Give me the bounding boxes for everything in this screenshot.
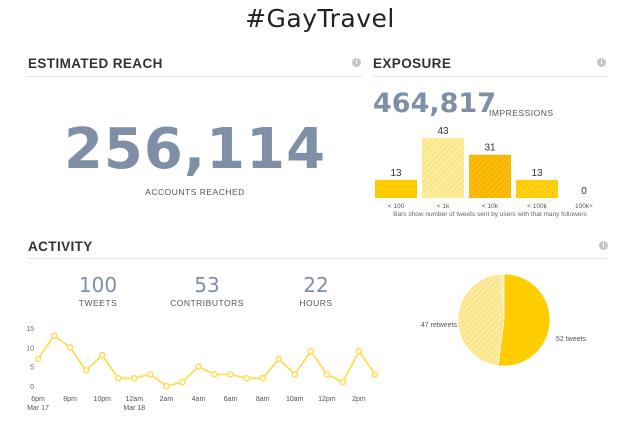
exposure-caption: IMPRESSIONS	[489, 108, 554, 118]
x-tick-label: 10pm	[93, 396, 111, 403]
activity-point	[243, 374, 250, 382]
activity-point	[275, 355, 283, 363]
activity-point	[195, 363, 202, 371]
reach-value: 256,114	[63, 117, 327, 182]
exposure-bar-value: 0	[581, 186, 587, 197]
activity-point	[339, 378, 347, 386]
stat-tweets-value: 100	[78, 273, 118, 297]
exposure-bar	[516, 179, 558, 198]
exposure-heading: EXPOSURE	[373, 56, 452, 71]
pie-slice	[457, 273, 505, 366]
x-tick-label: 10am	[286, 396, 304, 403]
activity-line-chart: 0 5 10 15 6pm Mar 17 8pm 10pm 12am Mar 18 2am 4am 6a…	[26, 326, 379, 412]
exposure-divider	[373, 76, 607, 77]
activity-point	[227, 371, 234, 378]
x-tick-sublabel: Mar 18	[123, 405, 145, 412]
x-tick-label: 6pm	[31, 396, 45, 403]
exposure-bar-label: < 100k	[527, 203, 547, 210]
reach-divider	[28, 76, 362, 77]
x-tick-label: 8pm	[63, 396, 77, 403]
exposure-bar-value: 13	[390, 168, 402, 179]
stat-hours-value: 22	[303, 273, 329, 297]
stat-contributors-value: 53	[194, 273, 220, 297]
x-tick-label: 4am	[192, 396, 206, 403]
activity-point	[323, 371, 331, 378]
activity-point	[211, 371, 218, 378]
activity-line	[37, 334, 376, 387]
pie-slice-label: 52 tweets	[556, 336, 586, 343]
exposure-bar-chart: 13 < 100 43 < 1k 31 < 10k 13 < 100k 0 100k+	[375, 126, 593, 210]
stat-contributors-label: CONTRIBUTORS	[170, 298, 244, 308]
activity-heading: ACTIVITY	[28, 239, 93, 254]
exposure-bar-label: 100k+	[575, 203, 593, 210]
exposure-value: 464,817	[373, 88, 496, 119]
pie-slice	[497, 273, 551, 367]
activity-point	[259, 374, 267, 382]
y-tick-label: 10	[26, 345, 34, 352]
exposure-bar-value: 13	[531, 168, 543, 179]
exposure-bar-value: 43	[437, 126, 449, 137]
activity-point	[98, 351, 106, 359]
x-tick-sublabel: Mar 17	[27, 405, 49, 412]
y-tick-label: 0	[30, 384, 34, 391]
activity-info-icon[interactable]: i	[599, 241, 608, 250]
reach-info-icon[interactable]: i	[352, 58, 361, 67]
exposure-bar	[422, 138, 464, 198]
activity-point	[82, 367, 90, 374]
activity-point	[179, 378, 186, 386]
exposure-bar	[375, 179, 417, 198]
reach-caption: ACCOUNTS REACHED	[145, 187, 245, 197]
pie-slice-label: 47 retweets	[421, 322, 458, 329]
stat-tweets-label: TWEETS	[78, 298, 118, 308]
activity-point	[355, 347, 363, 355]
activity-point	[34, 355, 42, 363]
page-title: #GayTravel	[245, 4, 395, 33]
activity-point	[291, 371, 299, 378]
x-tick-label: 2pm	[352, 396, 366, 403]
activity-point	[50, 332, 58, 340]
exposure-bar-label: < 1k	[437, 203, 450, 210]
exposure-bar-label: < 100	[388, 203, 405, 210]
activity-divider	[28, 258, 607, 259]
x-tick-label: 12am	[126, 396, 144, 403]
activity-point	[371, 371, 379, 378]
exposure-info-icon[interactable]: i	[597, 58, 606, 67]
pie-slice	[500, 273, 505, 321]
activity-point	[307, 347, 315, 355]
y-tick-label: 5	[30, 365, 34, 372]
activity-point	[163, 382, 170, 390]
stat-hours-label: HOURS	[299, 298, 333, 308]
x-tick-label: 12pm	[318, 396, 336, 403]
activity-point	[66, 343, 74, 351]
activity-point	[114, 374, 122, 382]
activity-point	[130, 374, 138, 382]
y-tick-label: 15	[26, 326, 34, 333]
x-tick-label: 2am	[160, 396, 174, 403]
exposure-bar-value: 31	[484, 143, 496, 154]
x-tick-label: 8am	[256, 396, 270, 403]
reach-heading: ESTIMATED REACH	[28, 56, 163, 71]
x-tick-label: 6am	[224, 396, 238, 403]
exposure-note: Bars show number of tweets sent by users…	[393, 211, 587, 218]
exposure-bar	[469, 154, 511, 198]
exposure-bar-label: < 10k	[482, 203, 499, 210]
activity-point	[146, 371, 154, 378]
